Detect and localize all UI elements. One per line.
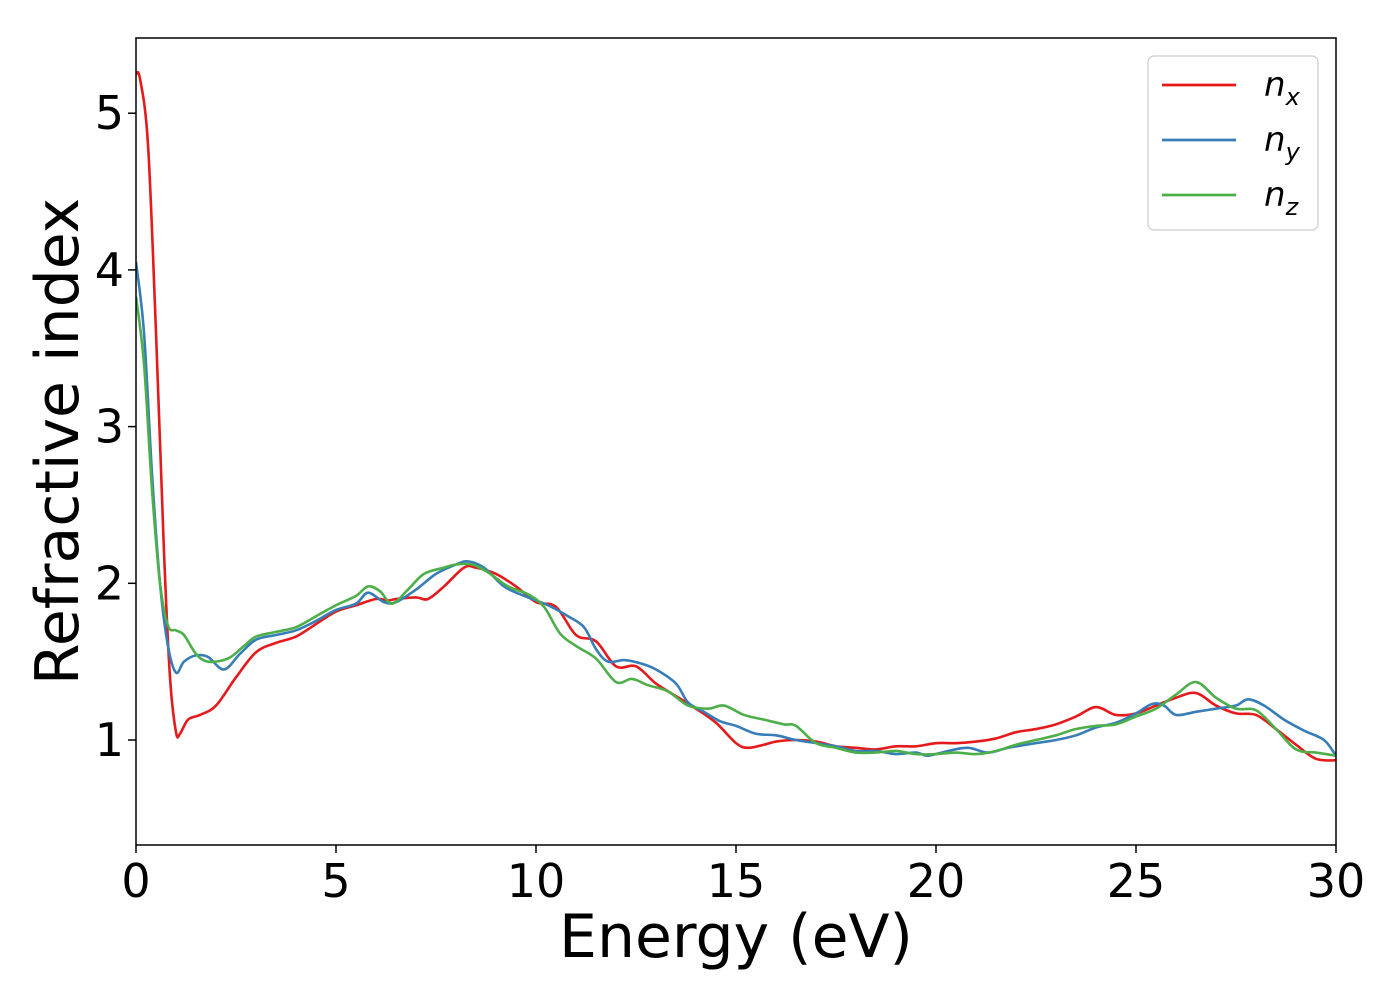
x-tick-label: 5	[321, 854, 350, 908]
y-tick-label: 4	[95, 243, 124, 297]
series-line-nz	[136, 296, 1336, 757]
x-tick-label: 25	[1107, 854, 1166, 908]
legend-label-main: n	[1264, 65, 1286, 105]
legend-label-sub: x	[1285, 83, 1301, 111]
x-axis: 0 5 10 15 20 25 30	[121, 845, 1365, 908]
series-layer	[136, 70, 1336, 762]
y-tick-label: 2	[95, 556, 124, 610]
x-tick-label: 0	[121, 854, 150, 908]
x-tick-label: 30	[1307, 854, 1366, 908]
y-axis: 1 2 3 4 5	[95, 86, 136, 767]
legend-label-nx: nx	[1264, 65, 1301, 111]
legend-label-ny: ny	[1264, 120, 1301, 166]
legend-label-main: n	[1264, 175, 1286, 215]
y-tick-label: 5	[95, 86, 124, 140]
series-line-ny	[136, 261, 1336, 757]
x-tick-label: 20	[907, 854, 966, 908]
y-tick-label: 1	[95, 713, 124, 767]
legend-box	[1147, 55, 1319, 231]
legend-label-main: n	[1264, 120, 1286, 160]
series-line-nx	[136, 70, 1336, 762]
x-tick-label: 15	[707, 854, 766, 908]
x-axis-title: Energy (eV)	[559, 902, 913, 972]
x-tick-label: 10	[507, 854, 566, 908]
y-tick-label: 3	[95, 400, 124, 454]
legend-label-sub: y	[1285, 138, 1301, 166]
legend-label-nz: nz	[1264, 175, 1300, 221]
legend-label-sub: z	[1285, 193, 1300, 221]
y-axis-title: Refractive index	[23, 198, 93, 685]
